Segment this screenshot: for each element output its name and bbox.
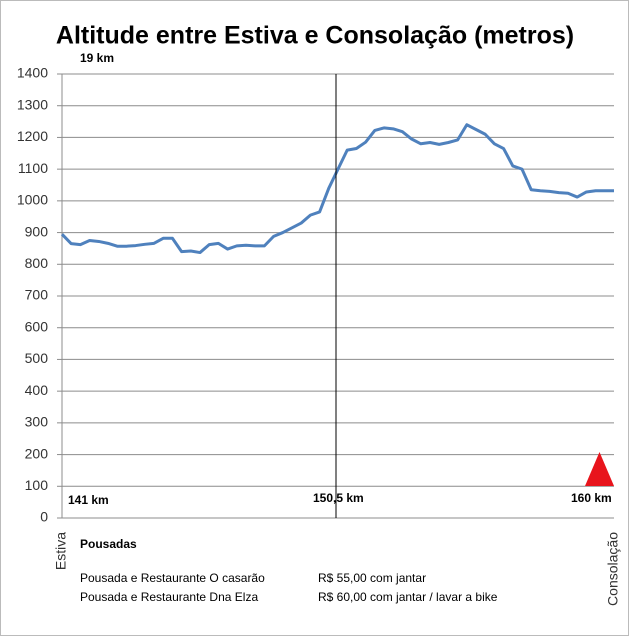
y-tick-label: 1100: [18, 160, 48, 176]
y-tick-label: 900: [25, 223, 49, 239]
y-tick-label: 200: [25, 445, 49, 461]
note-name: Pousada e Restaurante O casarão: [80, 571, 265, 585]
y-tick-label: 800: [25, 255, 49, 271]
x-tick-label: Estiva: [53, 532, 69, 570]
chart-title: Altitude entre Estiva e Consolação (metr…: [56, 22, 574, 50]
annotation: 160 km: [571, 491, 612, 505]
note-name: Pousada e Restaurante Dna Elza: [80, 590, 258, 604]
y-tick-label: 1300: [17, 96, 48, 112]
annotation: 150,5 km: [313, 491, 364, 505]
note-price: R$ 60,00 com jantar / lavar a bike: [318, 590, 498, 604]
y-tick-label: 1000: [17, 192, 48, 208]
y-tick-label: 600: [25, 318, 49, 334]
notes-heading: Pousadas: [80, 537, 137, 551]
y-tick-label: 100: [25, 477, 49, 493]
annotation: 19 km: [80, 51, 114, 65]
y-tick-label: 1400: [17, 65, 48, 81]
y-tick-label: 700: [25, 287, 49, 303]
y-tick-label: 400: [25, 382, 49, 398]
data-line: [60, 123, 614, 255]
y-tick-label: 1200: [17, 128, 48, 144]
marker-triangle: [585, 452, 614, 486]
annotation: 141 km: [68, 493, 109, 507]
y-tick-label: 500: [25, 350, 49, 366]
x-tick-label: Consolação: [605, 532, 621, 606]
note-price: R$ 55,00 com jantar: [318, 571, 426, 585]
y-tick-label: 300: [25, 414, 49, 430]
y-tick-label: 0: [40, 509, 48, 525]
